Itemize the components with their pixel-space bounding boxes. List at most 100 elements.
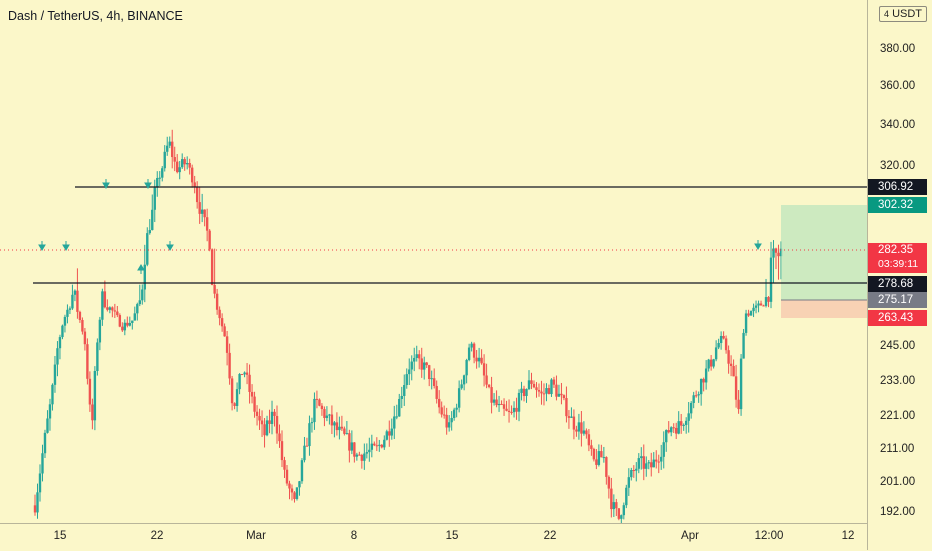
candle — [677, 411, 680, 435]
candle — [470, 341, 473, 352]
candle — [156, 171, 159, 197]
support-price-label: 278.68 — [868, 276, 927, 292]
arrow-down-icon — [754, 240, 762, 250]
candle — [432, 368, 436, 389]
candle — [527, 370, 531, 391]
candle — [268, 409, 271, 434]
time-tick: 12:00 — [754, 530, 784, 542]
candle — [742, 328, 745, 359]
candle — [757, 300, 760, 313]
currency-label: USDT — [892, 8, 923, 20]
candle — [672, 423, 675, 434]
candle — [235, 382, 239, 412]
currency-selector[interactable]: 4 USDT — [879, 6, 928, 22]
candle — [545, 383, 548, 402]
candle — [91, 398, 94, 430]
candle — [295, 487, 299, 501]
candle — [388, 420, 391, 447]
time-axis[interactable]: 15 22 Mar 8 15 22 Apr 12:00 12 — [0, 523, 867, 551]
candle — [582, 421, 586, 436]
candle — [552, 376, 556, 388]
candle — [525, 388, 528, 403]
candle — [585, 428, 588, 439]
candle — [283, 456, 286, 479]
candle — [63, 314, 67, 333]
candle — [303, 436, 306, 463]
candle — [562, 394, 566, 401]
candle — [333, 421, 336, 438]
candle — [225, 330, 229, 366]
candle — [457, 380, 461, 413]
candle — [627, 468, 631, 496]
candle — [36, 483, 39, 519]
stop-zone — [781, 300, 867, 318]
candle — [83, 327, 87, 351]
candle — [450, 411, 453, 431]
candle — [343, 426, 346, 436]
candle — [680, 413, 683, 434]
candle — [675, 422, 678, 440]
candle — [475, 349, 478, 369]
candle — [530, 372, 533, 390]
candle — [617, 508, 621, 521]
candle — [248, 364, 251, 404]
candle — [495, 390, 498, 408]
candle — [370, 434, 374, 458]
chart-title: Dash / TetherUS, 4h, BINANCE — [8, 9, 183, 23]
candle — [620, 514, 623, 523]
candle — [136, 302, 139, 321]
candle — [689, 401, 693, 419]
price-tick: 233.00 — [880, 375, 916, 387]
candle — [325, 406, 329, 422]
candle — [772, 240, 775, 283]
candle — [655, 450, 658, 469]
price-axis[interactable]: 4 USDT 380.00 360.00 340.00 320.00 245.0… — [867, 0, 932, 550]
candle — [739, 354, 743, 416]
candle — [358, 451, 361, 456]
candle — [380, 443, 384, 449]
price-chart-plot[interactable] — [0, 0, 867, 523]
candle — [415, 345, 418, 362]
candle — [694, 390, 698, 398]
candle — [637, 453, 640, 474]
candle — [238, 373, 241, 395]
candle — [143, 244, 146, 303]
candle — [323, 406, 326, 427]
candle — [607, 475, 611, 499]
candle — [632, 465, 635, 478]
candle — [487, 384, 491, 389]
time-tick: 8 — [350, 530, 358, 542]
candle — [106, 299, 109, 312]
candle — [597, 444, 601, 467]
candle — [692, 391, 695, 409]
candle — [360, 453, 364, 469]
candle — [243, 371, 246, 378]
candle — [258, 408, 261, 430]
candle — [116, 306, 119, 318]
candle — [515, 397, 518, 420]
candle — [540, 380, 543, 405]
candle — [497, 395, 501, 412]
candlestick-series — [33, 129, 783, 523]
candle — [709, 354, 713, 371]
candle — [762, 304, 765, 307]
target-price-label: 302.32 — [868, 197, 927, 213]
candle — [33, 494, 37, 516]
candle — [81, 317, 84, 335]
candle — [171, 129, 174, 169]
candle — [714, 340, 718, 362]
candle — [335, 412, 339, 436]
candle — [752, 303, 755, 318]
candle — [393, 405, 396, 440]
candle — [168, 136, 171, 149]
candle — [245, 363, 249, 385]
candle — [577, 413, 581, 440]
candle — [318, 398, 321, 407]
candle — [131, 320, 134, 330]
candle — [51, 383, 54, 411]
candle — [712, 358, 715, 369]
candle — [744, 309, 748, 336]
price-tick: 320.00 — [880, 160, 916, 172]
candle — [293, 491, 296, 503]
candle — [185, 156, 189, 170]
